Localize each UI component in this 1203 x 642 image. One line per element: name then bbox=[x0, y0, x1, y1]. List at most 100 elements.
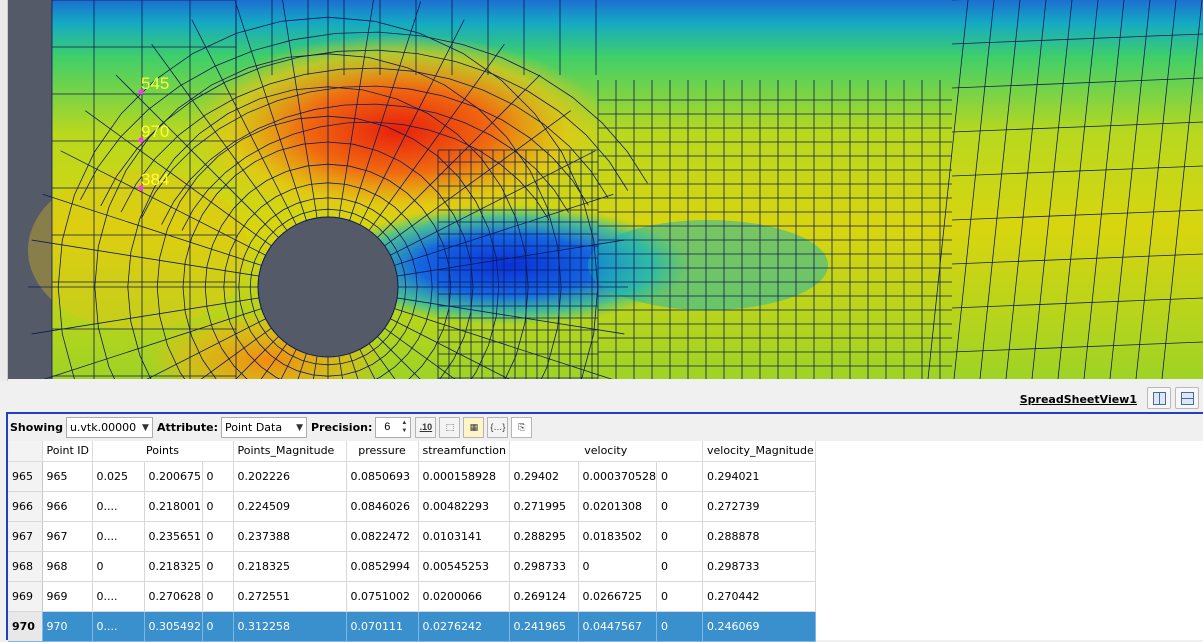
cell-velocity-z[interactable]: 0 bbox=[656, 491, 703, 522]
split-horizontal-button[interactable] bbox=[1147, 387, 1171, 409]
cell-points-x[interactable]: 0.... bbox=[92, 521, 145, 552]
row-header[interactable]: 969 bbox=[8, 581, 43, 612]
table-row[interactable]: 967 967 0.... 0.235651 0 0.237388 0.0822472 0.0… bbox=[8, 521, 816, 552]
row-header[interactable]: 965 bbox=[8, 461, 43, 492]
cell-points-z[interactable]: 0 bbox=[202, 491, 234, 522]
precision-spinbox[interactable]: 6 ▲ ▼ bbox=[375, 417, 412, 438]
cell-velocity-y[interactable]: 0.000370528 bbox=[578, 461, 657, 492]
table-row[interactable]: 969 969 0.... 0.270628 0 0.272551 0.0751002 0.0… bbox=[8, 581, 816, 612]
cell-streamfunction[interactable]: 0.0276242 bbox=[418, 611, 510, 642]
cell-point-id[interactable]: 967 bbox=[42, 521, 93, 552]
cell-velocity-y[interactable]: 0.0201308 bbox=[578, 491, 657, 522]
table-row[interactable]: 970 970 0.... 0.305492 0 0.312258 0.070111 0.02… bbox=[8, 611, 816, 642]
cell-velocity-magnitude[interactable]: 0.246069 bbox=[702, 611, 816, 642]
cell-velocity-y[interactable]: 0 bbox=[578, 551, 657, 582]
cell-velocity-x[interactable]: 0.271995 bbox=[509, 491, 579, 522]
render-canvas[interactable]: 545 970 384 bbox=[8, 0, 1203, 379]
flow-field-plot[interactable]: 545 970 384 bbox=[8, 0, 1203, 379]
table-row[interactable]: 966 966 0.... 0.218001 0 0.224509 0.0846026 0.0… bbox=[8, 491, 816, 522]
cell-velocity-z[interactable]: 0 bbox=[656, 581, 703, 612]
cell-velocity-y[interactable]: 0.0266725 bbox=[578, 581, 657, 612]
cell-points-magnitude[interactable]: 0.272551 bbox=[233, 581, 347, 612]
cell-velocity-magnitude[interactable]: 0.294021 bbox=[702, 461, 816, 492]
cell-points-y[interactable]: 0.218001 bbox=[144, 491, 203, 522]
cell-velocity-magnitude[interactable]: 0.270442 bbox=[702, 581, 816, 612]
view-title[interactable]: SpreadSheetView1 bbox=[1019, 393, 1137, 406]
cell-points-x[interactable]: 0.... bbox=[92, 581, 145, 612]
cell-points-magnitude[interactable]: 0.202226 bbox=[233, 461, 347, 492]
column-header-pressure[interactable]: pressure bbox=[346, 441, 419, 462]
cell-pressure[interactable]: 0.070111 bbox=[346, 611, 419, 642]
spin-arrows-icon[interactable]: ▲ ▼ bbox=[401, 420, 408, 434]
cell-points-z[interactable]: 0 bbox=[202, 611, 234, 642]
cell-velocity-y[interactable]: 0.0447567 bbox=[578, 611, 657, 642]
cell-pressure[interactable]: 0.0850693 bbox=[346, 461, 419, 492]
cell-streamfunction[interactable]: 0.0103141 bbox=[418, 521, 510, 552]
row-header[interactable]: 967 bbox=[8, 521, 43, 552]
cell-streamfunction[interactable]: 0.000158928 bbox=[418, 461, 510, 492]
left-splitter[interactable] bbox=[0, 0, 8, 381]
cell-streamfunction[interactable]: 0.00482293 bbox=[418, 491, 510, 522]
row-header[interactable]: 966 bbox=[8, 491, 43, 522]
table-row[interactable]: 965 965 0.025 0.200675 0 0.202226 0.0850693 0.0… bbox=[8, 461, 816, 492]
cell-points-x[interactable]: 0.... bbox=[92, 491, 145, 522]
cell-pressure[interactable]: 0.0751002 bbox=[346, 581, 419, 612]
cell-points-z[interactable]: 0 bbox=[202, 461, 234, 492]
column-header-velocity-magnitude[interactable]: velocity_Magnitude bbox=[702, 441, 816, 462]
cell-points-x[interactable]: 0.025 bbox=[92, 461, 145, 492]
cell-point-id[interactable]: 969 bbox=[42, 581, 93, 612]
cell-points-x[interactable]: 0 bbox=[92, 551, 145, 582]
cell-points-x[interactable]: 0.... bbox=[92, 611, 145, 642]
corner-header[interactable] bbox=[8, 441, 43, 462]
cell-velocity-y[interactable]: 0.0183502 bbox=[578, 521, 657, 552]
fixed-notation-button[interactable]: .10 bbox=[415, 417, 437, 438]
cell-points-y[interactable]: 0.270628 bbox=[144, 581, 203, 612]
row-header[interactable]: 968 bbox=[8, 551, 43, 582]
render-view[interactable]: 545 970 384 bbox=[0, 0, 1203, 381]
cell-streamfunction[interactable]: 0.00545253 bbox=[418, 551, 510, 582]
cell-point-id[interactable]: 970 bbox=[42, 611, 93, 642]
cell-pressure[interactable]: 0.0852994 bbox=[346, 551, 419, 582]
showing-source-select[interactable]: u.vtk.00000 ▼ bbox=[65, 417, 153, 438]
column-header-points[interactable]: Points bbox=[92, 441, 234, 462]
cell-points-z[interactable]: 0 bbox=[202, 521, 234, 552]
column-header-point-id[interactable]: Point ID bbox=[42, 441, 93, 462]
cell-points-magnitude[interactable]: 0.218325 bbox=[233, 551, 347, 582]
spreadsheet-table-container[interactable]: Point ID Points Points_Magnitude pressur… bbox=[8, 441, 816, 642]
cell-velocity-magnitude[interactable]: 0.298733 bbox=[702, 551, 816, 582]
column-header-points-magnitude[interactable]: Points_Magnitude bbox=[233, 441, 347, 462]
cell-velocity-z[interactable]: 0 bbox=[656, 611, 703, 642]
cell-velocity-z[interactable]: 0 bbox=[656, 521, 703, 552]
cell-streamfunction[interactable]: 0.0200066 bbox=[418, 581, 510, 612]
column-header-streamfunction[interactable]: streamfunction bbox=[418, 441, 510, 462]
cell-points-z[interactable]: 0 bbox=[202, 581, 234, 612]
attribute-select[interactable]: Point Data ▼ bbox=[221, 417, 308, 438]
cell-points-y[interactable]: 0.200675 bbox=[144, 461, 203, 492]
cell-pressure[interactable]: 0.0822472 bbox=[346, 521, 419, 552]
toggle-cell-connectivity-button[interactable]: {…} bbox=[487, 417, 509, 438]
cell-velocity-z[interactable]: 0 bbox=[656, 461, 703, 492]
cell-point-id[interactable]: 966 bbox=[42, 491, 93, 522]
cell-pressure[interactable]: 0.0846026 bbox=[346, 491, 419, 522]
cell-points-y[interactable]: 0.218325 bbox=[144, 551, 203, 582]
cell-points-y[interactable]: 0.235651 bbox=[144, 521, 203, 552]
cell-velocity-magnitude[interactable]: 0.288878 bbox=[702, 521, 816, 552]
cell-point-id[interactable]: 968 bbox=[42, 551, 93, 582]
cell-velocity-magnitude[interactable]: 0.272739 bbox=[702, 491, 816, 522]
cell-velocity-z[interactable]: 0 bbox=[656, 551, 703, 582]
cell-points-magnitude[interactable]: 0.237388 bbox=[233, 521, 347, 552]
export-spreadsheet-button[interactable]: ⎘ bbox=[511, 417, 533, 438]
cell-velocity-x[interactable]: 0.241965 bbox=[509, 611, 579, 642]
cell-points-magnitude[interactable]: 0.224509 bbox=[233, 491, 347, 522]
toggle-column-visibility-button[interactable]: ▦ bbox=[463, 417, 485, 438]
table-row[interactable]: 968 968 0 0.218325 0 0.218325 0.0852994 0.00545… bbox=[8, 551, 816, 582]
column-header-velocity[interactable]: velocity bbox=[509, 441, 703, 462]
cell-points-z[interactable]: 0 bbox=[202, 551, 234, 582]
cell-points-y[interactable]: 0.305492 bbox=[144, 611, 203, 642]
cell-velocity-x[interactable]: 0.29402 bbox=[509, 461, 579, 492]
cell-velocity-x[interactable]: 0.288295 bbox=[509, 521, 579, 552]
row-header[interactable]: 970 bbox=[8, 611, 43, 642]
spreadsheet-table[interactable]: Point ID Points Points_Magnitude pressur… bbox=[8, 441, 816, 642]
split-vertical-button[interactable] bbox=[1175, 387, 1199, 409]
cell-velocity-x[interactable]: 0.269124 bbox=[509, 581, 579, 612]
